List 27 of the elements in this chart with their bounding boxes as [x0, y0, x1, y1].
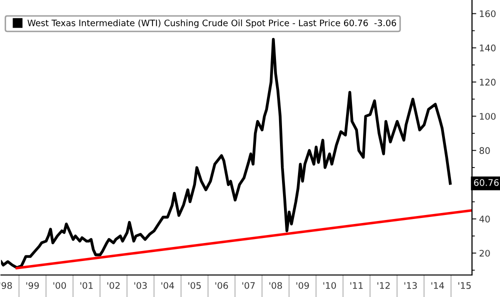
- x-tick-label: '14: [431, 282, 444, 289]
- x-tick-label: '06: [215, 282, 228, 289]
- x-tick-label: '15: [458, 282, 471, 289]
- x-tick-label: '07: [242, 282, 255, 289]
- y-tick-label: 120: [480, 78, 496, 86]
- x-tick-label: '01: [80, 282, 93, 289]
- x-tick-label: '09: [296, 282, 309, 289]
- x-tick-label: '04: [161, 282, 174, 289]
- x-tick-label: '02: [107, 282, 120, 289]
- x-tick-label: '12: [377, 282, 390, 289]
- x-tick-label: '10: [323, 282, 336, 289]
- y-tick-label: 160: [480, 10, 496, 18]
- y-tick-label: 40: [479, 216, 490, 222]
- legend-label: West Texas Intermediate (WTI) Cushing Crude Oil Spot Price - Last Price 60.76 -3.06: [28, 19, 396, 28]
- x-tick-label: '99: [26, 282, 39, 289]
- x-tick-label: '05: [188, 282, 201, 289]
- y-tick-label: 20: [480, 250, 490, 257]
- x-tick-label: '13: [404, 282, 417, 289]
- x-tick-label: '00: [53, 282, 66, 289]
- line-series: [1, 38, 452, 270]
- y-tick-label: 100: [480, 112, 496, 120]
- text: 60.76: [474, 179, 499, 186]
- x-tick-label: '11: [350, 282, 363, 289]
- y-tick-label: 80: [480, 147, 490, 154]
- x-tick-label: '08: [269, 282, 282, 289]
- x-tick-label: '03: [134, 282, 147, 289]
- y-tick-label: 140: [480, 44, 496, 52]
